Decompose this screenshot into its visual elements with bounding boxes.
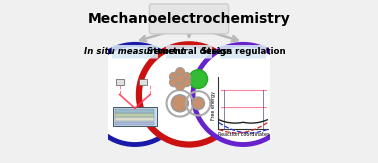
Circle shape bbox=[182, 78, 191, 87]
Text: Structural design: Structural design bbox=[147, 47, 231, 56]
FancyBboxPatch shape bbox=[115, 109, 154, 112]
FancyBboxPatch shape bbox=[113, 107, 157, 126]
FancyBboxPatch shape bbox=[166, 45, 212, 59]
Circle shape bbox=[171, 95, 188, 112]
Circle shape bbox=[169, 78, 178, 87]
FancyBboxPatch shape bbox=[112, 45, 158, 59]
Circle shape bbox=[176, 74, 184, 84]
Text: Mechanoelectrochemistry: Mechanoelectrochemistry bbox=[88, 12, 290, 26]
Text: Free energy: Free energy bbox=[211, 91, 216, 120]
Text: In situ measurement: In situ measurement bbox=[84, 47, 185, 56]
Circle shape bbox=[182, 72, 191, 81]
Circle shape bbox=[176, 68, 184, 77]
FancyBboxPatch shape bbox=[115, 113, 154, 117]
FancyBboxPatch shape bbox=[220, 45, 266, 59]
Circle shape bbox=[192, 97, 204, 110]
Circle shape bbox=[85, 44, 185, 145]
FancyBboxPatch shape bbox=[149, 4, 229, 34]
Text: Stress regulation: Stress regulation bbox=[201, 47, 285, 56]
Text: Reaction coordinates: Reaction coordinates bbox=[218, 132, 270, 137]
FancyBboxPatch shape bbox=[139, 79, 147, 85]
Circle shape bbox=[193, 44, 293, 145]
FancyBboxPatch shape bbox=[116, 79, 124, 85]
Circle shape bbox=[189, 70, 208, 89]
Circle shape bbox=[139, 44, 239, 145]
FancyBboxPatch shape bbox=[115, 122, 154, 125]
Circle shape bbox=[176, 82, 184, 91]
Circle shape bbox=[169, 72, 178, 81]
FancyBboxPatch shape bbox=[115, 117, 154, 121]
